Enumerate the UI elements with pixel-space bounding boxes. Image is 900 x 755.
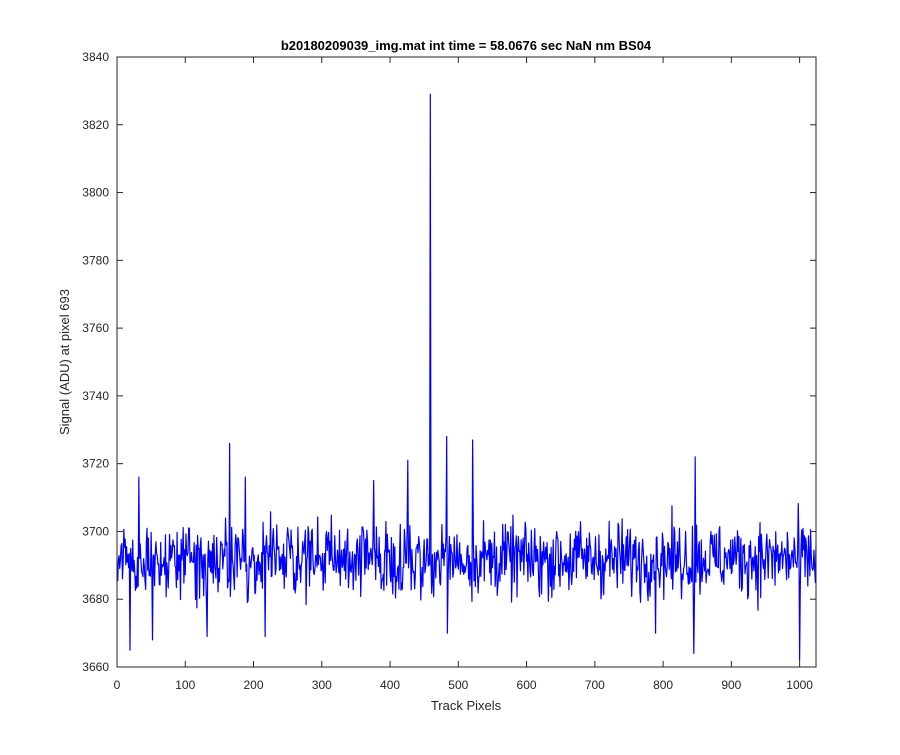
y-tick-label: 3720 xyxy=(82,457,109,471)
y-tick-label: 3700 xyxy=(82,524,109,538)
chart-title: b20180209039_img.mat int time = 58.0676 … xyxy=(281,38,652,53)
plot-area xyxy=(117,57,816,667)
x-tick-label: 1000 xyxy=(786,678,813,692)
y-tick-label: 3800 xyxy=(82,186,109,200)
y-tick-label: 3780 xyxy=(82,253,109,267)
x-axis-label: Track Pixels xyxy=(431,698,502,713)
x-tick-label: 100 xyxy=(175,678,195,692)
y-tick-label: 3660 xyxy=(82,660,109,674)
y-tick-label: 3820 xyxy=(82,118,109,132)
y-axis-label: Signal (ADU) at pixel 693 xyxy=(57,289,72,435)
series-layer xyxy=(117,93,817,661)
x-tick-label: 200 xyxy=(244,678,264,692)
plot-background xyxy=(117,57,816,667)
y-tick-label: 3840 xyxy=(82,50,109,64)
x-tick-label: 0 xyxy=(114,678,121,692)
axes-box xyxy=(116,56,817,668)
x-tick-label: 500 xyxy=(448,678,468,692)
series-line-0 xyxy=(117,93,817,661)
axes-layer: 0 100 200 300 400 500 600 700 800 900 1000 3660 3680… xyxy=(82,50,817,692)
x-tick-label: 800 xyxy=(653,678,673,692)
x-tick-label: 300 xyxy=(312,678,332,692)
y-tick-label: 3760 xyxy=(82,321,109,335)
x-tick-label: 900 xyxy=(721,678,741,692)
x-tick-label: 600 xyxy=(517,678,537,692)
x-tick-label: 700 xyxy=(585,678,605,692)
y-tick-label: 3680 xyxy=(82,592,109,606)
y-tick-label: 3740 xyxy=(82,389,109,403)
x-tick-label: 400 xyxy=(380,678,400,692)
